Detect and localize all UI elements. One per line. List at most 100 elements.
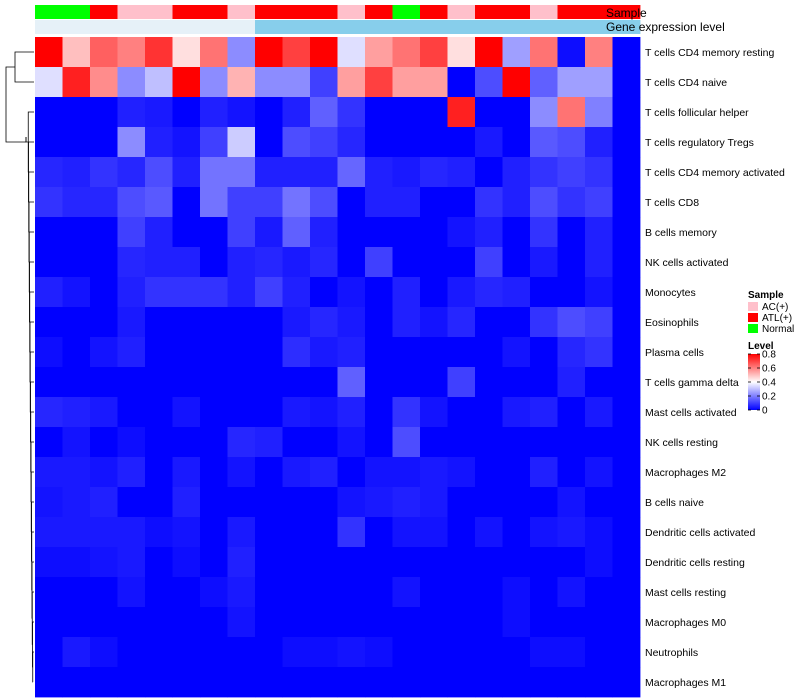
heatmap-cell	[62, 517, 91, 548]
heatmap-cell	[145, 547, 173, 578]
heatmap-cell	[557, 217, 586, 248]
sample-annotation-cell	[392, 5, 421, 19]
heatmap-cell	[172, 97, 201, 128]
expression-annotation-cell	[530, 20, 558, 34]
heatmap-cell	[227, 457, 256, 488]
heatmap-cell	[282, 667, 311, 698]
heatmap-cell	[227, 607, 256, 638]
sample-annotation-cell	[200, 5, 228, 19]
heatmap-cell	[612, 337, 641, 368]
heatmap-cell	[255, 67, 283, 98]
sample-annotation-cell	[255, 5, 283, 19]
sample-annotation-cell	[502, 5, 531, 19]
heatmap-cell	[172, 337, 201, 368]
heatmap-cell	[227, 37, 256, 68]
heatmap-cell	[172, 607, 201, 638]
heatmap-cell	[475, 487, 503, 518]
heatmap-cell	[172, 667, 201, 698]
heatmap-cell	[62, 37, 91, 68]
heatmap-cell	[475, 157, 503, 188]
heatmap-cell	[420, 187, 448, 218]
heatmap-cell	[62, 187, 91, 218]
heatmap-cell	[447, 487, 476, 518]
heatmap-cell	[310, 97, 338, 128]
dendrogram-branch	[31, 591, 34, 645]
heatmap-cell	[282, 577, 311, 608]
heatmap-cell	[117, 577, 146, 608]
heatmap-cell	[557, 427, 586, 458]
legend-level-ticks: 0.8 0.6 0.4 0.2 0	[748, 350, 776, 417]
sample-annotation-cell	[420, 5, 448, 19]
expression-annotation-track	[35, 20, 641, 34]
heatmap-cell	[282, 37, 311, 68]
legend-sample-swatch	[748, 313, 758, 322]
heatmap-cell	[282, 97, 311, 128]
heatmap-cell	[282, 127, 311, 158]
heatmap-cell	[310, 517, 338, 548]
row-label: Plasma cells	[645, 347, 704, 359]
row-label: T cells gamma delta	[645, 377, 739, 389]
heatmap-cell	[585, 667, 613, 698]
heatmap-cell	[227, 367, 256, 398]
heatmap-cell	[282, 67, 311, 98]
heatmap-cell	[117, 367, 146, 398]
heatmap-cell	[172, 157, 201, 188]
heatmap-cell	[612, 487, 641, 518]
heatmap-cell	[365, 187, 393, 218]
heatmap-cell	[557, 37, 586, 68]
heatmap-cell	[145, 217, 173, 248]
heatmap-cell	[255, 667, 283, 698]
heatmap-cell	[365, 487, 393, 518]
legend-sample-label: AC(+)	[762, 302, 788, 313]
heatmap-cell	[475, 247, 503, 278]
heatmap-cell	[255, 637, 283, 668]
heatmap-cell	[447, 307, 476, 338]
heatmap-cell	[612, 667, 641, 698]
heatmap-cell	[392, 97, 421, 128]
heatmap-cell	[475, 637, 503, 668]
heatmap-cell	[62, 397, 91, 428]
heatmap-cell	[145, 277, 173, 308]
heatmap-cell	[365, 37, 393, 68]
heatmap-cell	[530, 397, 558, 428]
legend-level-label: 0	[762, 406, 768, 417]
heatmap-cell	[530, 187, 558, 218]
heatmap-cell	[172, 487, 201, 518]
heatmap-cell	[117, 427, 146, 458]
heatmap-cell	[90, 67, 118, 98]
heatmap-cell	[502, 427, 531, 458]
heatmap-cell	[227, 547, 256, 578]
heatmap-cell	[557, 397, 586, 428]
row-label: T cells CD8	[645, 197, 699, 209]
heatmap-cell	[282, 217, 311, 248]
heatmap-cell	[612, 577, 641, 608]
heatmap-cell	[90, 277, 118, 308]
heatmap-cell	[62, 337, 91, 368]
heatmap-cell	[117, 307, 146, 338]
heatmap-cell	[227, 427, 256, 458]
heatmap-cell	[420, 127, 448, 158]
heatmap-cell	[172, 547, 201, 578]
heatmap-cell	[612, 517, 641, 548]
heatmap-cell	[200, 277, 228, 308]
heatmap-cell	[612, 157, 641, 188]
heatmap-cell	[90, 367, 118, 398]
heatmap-cell	[255, 217, 283, 248]
heatmap-cell	[35, 67, 63, 98]
legend-sample-label: Normal	[762, 324, 794, 335]
heatmap-cell	[420, 577, 448, 608]
heatmap-cell	[117, 637, 146, 668]
heatmap-cell	[530, 307, 558, 338]
expression-annotation-cell	[420, 20, 448, 34]
expression-annotation-cell	[365, 20, 393, 34]
heatmap-cell	[255, 367, 283, 398]
heatmap-cell	[420, 217, 448, 248]
heatmap-cell	[392, 67, 421, 98]
heatmap-cell	[35, 577, 63, 608]
heatmap-cell	[145, 457, 173, 488]
heatmap-cell	[392, 277, 421, 308]
heatmap-cell	[62, 97, 91, 128]
heatmap-cell	[62, 487, 91, 518]
heatmap-cell	[337, 457, 366, 488]
heatmap-cell	[585, 187, 613, 218]
